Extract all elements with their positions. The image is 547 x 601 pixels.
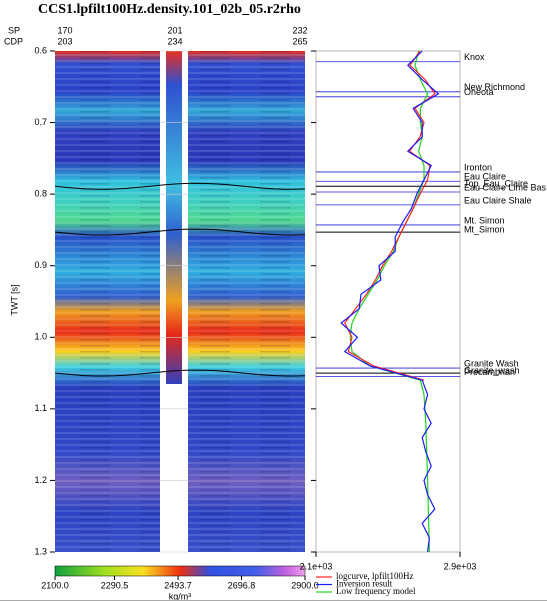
section-horizon [54, 182, 306, 190]
y-axis-label: TWT [s] [9, 284, 19, 315]
colorbar-tick-label: 2696.8 [228, 580, 256, 590]
section-horizon [54, 228, 306, 236]
y-tick-label: 0.6 [34, 45, 47, 55]
cdp-label: CDP [4, 36, 23, 46]
horizon-label: Eau Claire Lime Bas [464, 182, 547, 192]
colorbar [54, 565, 306, 577]
log-curve [349, 50, 430, 553]
y-tick-label: 1.3 [34, 546, 47, 556]
cdp-value: 265 [292, 36, 307, 46]
log-curve [344, 50, 436, 381]
x-tick-label: 2.9e+03 [444, 561, 477, 571]
horizon-label: Knox [464, 52, 485, 62]
colorbar-tick-label: 2493.7 [164, 580, 192, 590]
log-curve [340, 50, 440, 553]
sp-value: 201 [167, 25, 182, 35]
title: CCS1.lpfilt100Hz.density.101_02b_05.r2rh… [38, 2, 301, 17]
section-horizon [54, 369, 306, 377]
legend-label: logcurve, lpfilt100Hz [336, 571, 413, 581]
y-tick-label: 1.1 [34, 403, 47, 413]
horizon-label: Ironton [464, 162, 492, 172]
legend-label: Inversion result [336, 579, 393, 589]
horizon-label: Eau Claire Shale [464, 195, 532, 205]
horizon-label: Top_Eau_Claire [464, 179, 528, 189]
cdp-value: 234 [167, 36, 182, 46]
sp-value: 170 [57, 25, 72, 35]
horizon-label: Eau Claire [464, 172, 506, 182]
y-tick-label: 1.2 [34, 475, 47, 485]
legend-label: Low frequency model [336, 586, 416, 596]
sp-label: SP [8, 25, 20, 35]
colorbar-unit: kg/m³ [169, 591, 192, 601]
horizon-label: Granite Wash [464, 358, 519, 368]
colorbar-tick-label: 2100.0 [41, 580, 69, 590]
seismic-section [55, 51, 305, 552]
y-tick-label: 0.8 [34, 189, 47, 199]
y-tick-label: 0.7 [34, 117, 47, 127]
well-log-strip [166, 51, 182, 384]
log-panel-frame [315, 50, 461, 553]
horizon-label: Granite_wash [464, 365, 520, 375]
horizon-label: New Richmond [464, 82, 525, 92]
horizon-label: Oneota [464, 87, 494, 97]
x-tick-label: 2.1e+03 [300, 561, 333, 571]
y-tick-label: 1.0 [34, 332, 47, 342]
y-tick-label: 0.9 [34, 260, 47, 270]
cdp-value: 203 [57, 36, 72, 46]
colorbar-tick-label: 2900.0 [291, 580, 319, 590]
horizon-label: Mt. Simon [464, 215, 505, 225]
colorbar-tick-label: 2290.5 [101, 580, 129, 590]
horizon-label: Mt_Simon [464, 224, 505, 234]
sp-value: 232 [292, 25, 307, 35]
horizon-label: Precambrian [464, 367, 515, 377]
